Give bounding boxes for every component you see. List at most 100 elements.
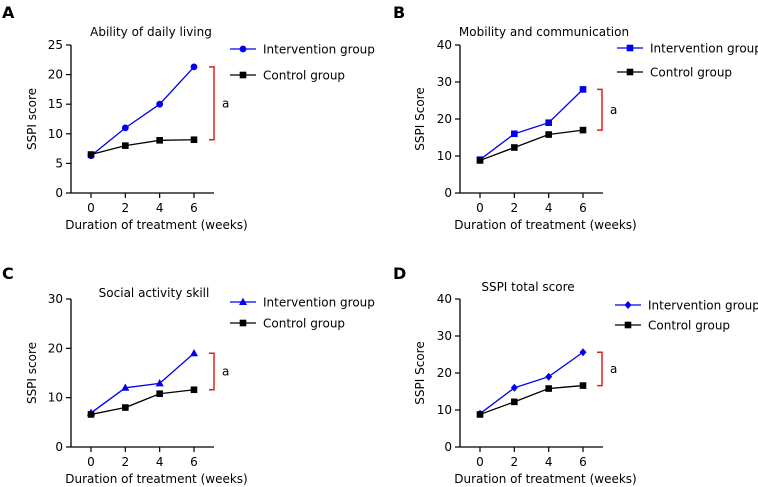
control-data-point [545,131,552,138]
intervention-data-point [190,63,198,71]
legend-intervention-marker [624,301,632,309]
chart-panel-a: A Ability of daily living 0 5 10 15 20 25 0 2 4 6 Du… [2,3,375,232]
y-tick-label: 20 [437,112,452,126]
intervention-data-point [121,383,130,391]
significance-annotation: a [610,362,617,376]
significance-annotation: a [222,96,229,110]
x-tick-label: 2 [511,201,519,215]
chart-title: Mobility and communication [459,25,629,39]
x-axis-label: Duration of treatment (weeks) [454,472,636,486]
x-tick-label: 0 [87,455,95,469]
legend-intervention-marker [626,44,634,52]
intervention-series-line [479,351,584,415]
y-tick-label: 20 [48,68,63,82]
x-axis-label: Duration of treatment (weeks) [65,472,247,486]
control-data-point [87,151,95,158]
y-axis-label: SSPI Score [413,87,427,150]
legend-control-label: Control group [650,66,732,80]
control-data-point [476,157,484,164]
y-tick-label: 25 [48,38,63,52]
legend-control-label: Control group [263,69,345,83]
intervention-data-point [545,119,552,126]
y-tick-label: 10 [48,391,63,405]
x-tick-label: 2 [511,455,519,469]
significance-annotation: a [610,103,617,117]
significance-bracket [209,66,215,141]
control-data-point [87,411,95,418]
control-data-point [156,390,163,398]
control-data-point [579,126,587,134]
intervention-data-point [155,379,164,387]
legend-control-label: Control group [648,319,730,333]
y-tick-label: 5 [55,156,63,170]
legend-intervention-label: Intervention group [648,299,758,313]
panel-label: D [393,264,406,283]
legend-control-marker [239,319,247,327]
x-tick-label: 0 [476,455,484,469]
y-tick-label: 40 [437,38,452,52]
legend-intervention-label: Intervention group [650,42,758,56]
control-data-point [511,398,518,406]
intervention-data-point [510,383,518,392]
y-tick-label: 0 [444,440,452,454]
chart-title: Ability of daily living [90,25,212,39]
x-tick-label: 2 [122,455,130,469]
intervention-series-line [90,66,195,157]
legend-intervention-label: Intervention group [263,296,375,310]
x-tick-label: 0 [87,201,95,215]
intervention-data-point [579,348,587,357]
x-tick-label: 4 [545,201,553,215]
y-tick-label: 10 [48,127,63,141]
y-axis-label: SSPI score [25,88,39,150]
y-tick-label: 15 [48,97,63,111]
intervention-series-line [479,88,584,161]
significance-bracket [597,88,603,131]
control-data-point [156,137,163,144]
chart-panel-d: D SSPI total score 0 10 20 30 40 0 2 4 6 Duration o… [393,264,758,486]
control-series-line [479,384,584,416]
intervention-series-line [90,352,195,414]
significance-bracket [597,351,603,387]
legend-control-marker [239,71,247,79]
legend-control-marker [624,321,632,329]
intervention-data-point [121,124,129,132]
x-tick-label: 4 [545,455,553,469]
x-axis-label: Duration of treatment (weeks) [65,218,247,232]
x-tick-label: 2 [122,201,130,215]
x-tick-label: 6 [190,455,198,469]
control-data-point [476,411,484,418]
control-series-line [90,139,195,156]
legend-control-marker [626,68,634,76]
y-tick-label: 10 [437,403,452,417]
x-tick-label: 4 [156,201,164,215]
x-tick-label: 6 [190,201,198,215]
panel-label: A [2,3,15,22]
intervention-data-point [579,86,587,93]
intervention-data-point [190,348,198,357]
y-axis-label: SSPI Score [413,341,427,404]
y-tick-label: 20 [437,366,452,380]
x-tick-label: 4 [156,455,164,469]
chart-panel-c: C Social activity skill 0 10 20 30 0 2 4 6 Duratio… [2,264,375,486]
y-tick-label: 0 [444,186,452,200]
control-series-line [479,129,584,162]
chart-title: SSPI total score [481,280,574,294]
intervention-data-point [511,130,518,138]
y-tick-label: 30 [437,329,452,343]
control-data-point [190,386,198,394]
significance-annotation: a [222,365,229,379]
control-series-line [90,389,195,416]
control-data-point [122,142,129,149]
chart-title: Social activity skill [99,286,210,300]
y-tick-label: 10 [437,149,452,163]
control-data-point [190,136,198,144]
significance-bracket [209,352,215,391]
legend-intervention-marker [239,45,247,53]
intervention-data-point [545,372,553,381]
y-tick-label: 30 [48,292,63,306]
x-tick-label: 6 [579,201,587,215]
y-tick-label: 40 [437,292,452,306]
control-data-point [122,404,129,411]
x-axis-label: Duration of treatment (weeks) [454,218,636,232]
